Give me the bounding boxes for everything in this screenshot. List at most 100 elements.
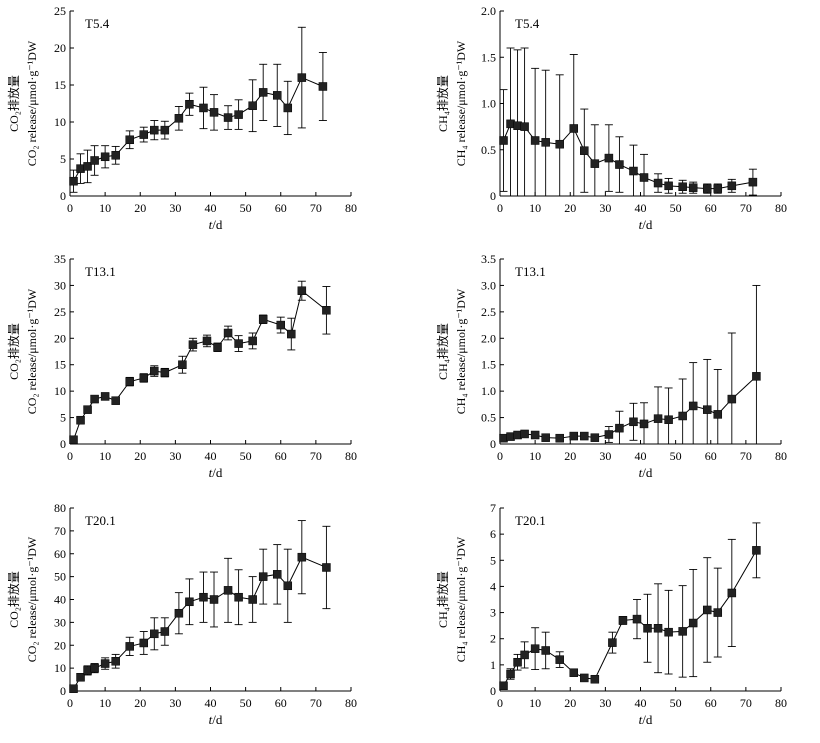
data-point [590,159,600,168]
x-tick-label: 70 [740,201,752,215]
data-point [234,592,243,602]
data-point [69,176,78,186]
data-point [322,306,331,315]
x-axis-label-unit: /d [642,217,653,232]
series-line [503,123,753,190]
y-axis-label-cn: CH₄排放量 [435,75,450,132]
data-point [590,433,600,442]
x-tick-label: 20 [134,449,146,463]
series-line [73,556,327,689]
series-line [73,76,324,182]
data-point [234,339,243,348]
data-point [713,410,723,419]
y-tick-label: 30 [54,278,66,292]
data-point [688,618,698,628]
data-point [664,627,673,637]
data-point [629,166,638,176]
x-axis-label-unit: /d [642,712,653,727]
data-point [569,431,579,441]
data-point [727,181,737,191]
x-tick-label: 50 [240,696,252,710]
data-point [209,108,219,117]
x-tick-label: 10 [529,201,541,215]
data-point [678,627,687,636]
y-tick-label: 20 [54,638,66,652]
data-point [541,646,550,655]
data-point [530,430,540,440]
data-point [520,429,529,439]
data-point [618,616,628,625]
x-tick-label: 70 [740,449,752,463]
y-tick-label: 0 [490,437,496,451]
y-axis-label-en: CH₄ release/μmol·g⁻¹DW [454,536,468,662]
data-point [174,114,184,123]
data-point [580,673,589,683]
data-point [608,638,617,647]
x-tick-label: 80 [775,201,787,215]
y-tick-label: 10 [54,661,66,675]
x-tick-label: 30 [599,201,611,215]
x-tick-label: 20 [134,696,146,710]
data-point [520,650,529,660]
y-tick-label: 6 [490,527,496,541]
panel-title: T13.1 [515,264,546,279]
data-point [276,320,285,330]
data-point [90,156,99,165]
data-point [185,597,194,607]
x-tick-label: 20 [564,201,576,215]
data-point [615,423,624,433]
x-tick-label: 20 [564,696,576,710]
x-tick-label: 30 [169,696,181,710]
x-axis-label: t/d [209,217,223,232]
x-tick-label: 70 [310,696,322,710]
y-tick-label: 35 [54,252,66,266]
data-point [590,674,600,684]
data-point [555,139,564,149]
data-point [125,377,134,386]
data-point [139,638,149,648]
data-point [506,669,515,679]
panel-title: T5.4 [515,16,540,31]
x-axis-label: t/d [639,465,653,480]
y-tick-label: 2 [490,632,496,646]
x-axis-label: t/d [209,712,223,727]
x-tick-label: 80 [775,696,787,710]
y-axis-label-en: CO₂ release/μmol·g⁻¹DW [25,536,39,662]
y-tick-label: 0 [490,189,496,203]
y-axis-label-cn: CO₂排放量 [6,75,21,132]
data-point [752,546,761,555]
data-point [297,286,307,295]
y-tick-label: 2.0 [481,331,496,345]
data-point [111,151,120,160]
data-point [111,396,120,405]
data-point [499,136,508,145]
data-point [664,181,673,191]
data-point [199,103,208,113]
y-axis-label-en: CO₂ release/μmol·g⁻¹DW [25,40,39,166]
data-point [555,655,564,664]
data-point [150,629,159,639]
x-axis-label-var: t [209,712,213,727]
data-point [223,328,233,338]
panel-title: T5.4 [85,16,110,31]
y-tick-label: 1.5 [481,50,496,64]
y-tick-label: 25 [54,305,66,319]
x-axis-label-unit: /d [212,712,223,727]
x-tick-label: 10 [99,449,111,463]
x-tick-label: 40 [635,449,647,463]
x-tick-label: 80 [345,449,357,463]
x-tick-label: 70 [740,696,752,710]
x-tick-label: 50 [240,449,252,463]
y-tick-label: 70 [54,524,66,538]
chart-panel-ch4_t131: 0 10 20 30 40 50 60 70 80 0 0.5 1.0 1.5 2.0 2.5 3.0 3.5 T… [435,252,787,480]
data-point [632,614,642,624]
chart-panel-co2_t131: 0 10 20 30 40 50 60 70 80 0 5 10 15 20 25 30 35 T13.1 t/d C… [6,252,357,480]
x-tick-label: 10 [99,201,111,215]
data-point [90,663,99,673]
y-tick-label: 10 [54,384,66,398]
data-point [643,624,652,633]
data-point [83,405,92,414]
y-tick-label: 5 [60,152,66,166]
data-point [653,414,663,423]
